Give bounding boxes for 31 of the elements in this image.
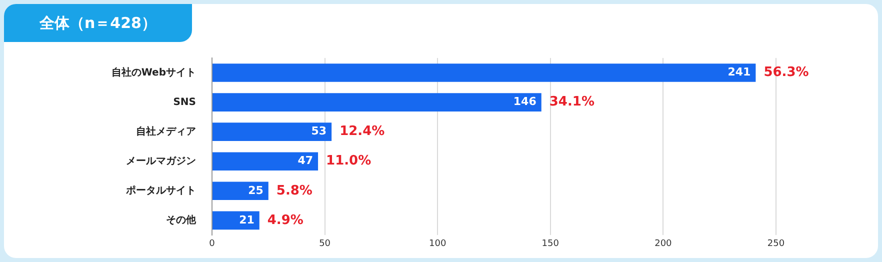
bar [212, 122, 332, 141]
annotation: 12.4% [340, 124, 385, 140]
annotation: 34.1% [549, 94, 594, 110]
y-tick-label: その他 [166, 214, 197, 226]
x-tick-label: 150 [542, 238, 560, 249]
x-tick-label: 250 [767, 238, 785, 249]
y-tick-label: SNS [173, 96, 196, 108]
annotation: 4.9% [267, 212, 304, 228]
y-tick-label: 自社メディア [136, 125, 196, 138]
x-tick-label: 200 [654, 238, 672, 249]
annotation: 56.3% [764, 65, 809, 80]
data-label: 47 [298, 154, 314, 168]
bar [212, 182, 268, 200]
data-label: 53 [311, 124, 327, 138]
bar [212, 64, 756, 82]
bar [212, 93, 542, 112]
data-label: 21 [239, 213, 254, 226]
annotation: 5.8% [276, 183, 312, 198]
chart-title: 全体（n＝428） [4, 4, 192, 42]
x-tick-label: 50 [319, 238, 331, 249]
annotation: 11.0% [326, 154, 372, 169]
bar [212, 152, 318, 171]
bar [212, 211, 260, 230]
x-tick-label: 100 [429, 238, 446, 249]
x-tick-label: 0 [209, 238, 216, 249]
data-label: 25 [248, 184, 264, 197]
y-tick-label: 自社のWebサイト [111, 66, 196, 78]
y-tick-label: メールマガジン [126, 156, 196, 167]
y-tick-label: ポータルサイト [125, 185, 196, 196]
data-label: 241 [728, 66, 751, 79]
data-label: 146 [513, 95, 537, 108]
